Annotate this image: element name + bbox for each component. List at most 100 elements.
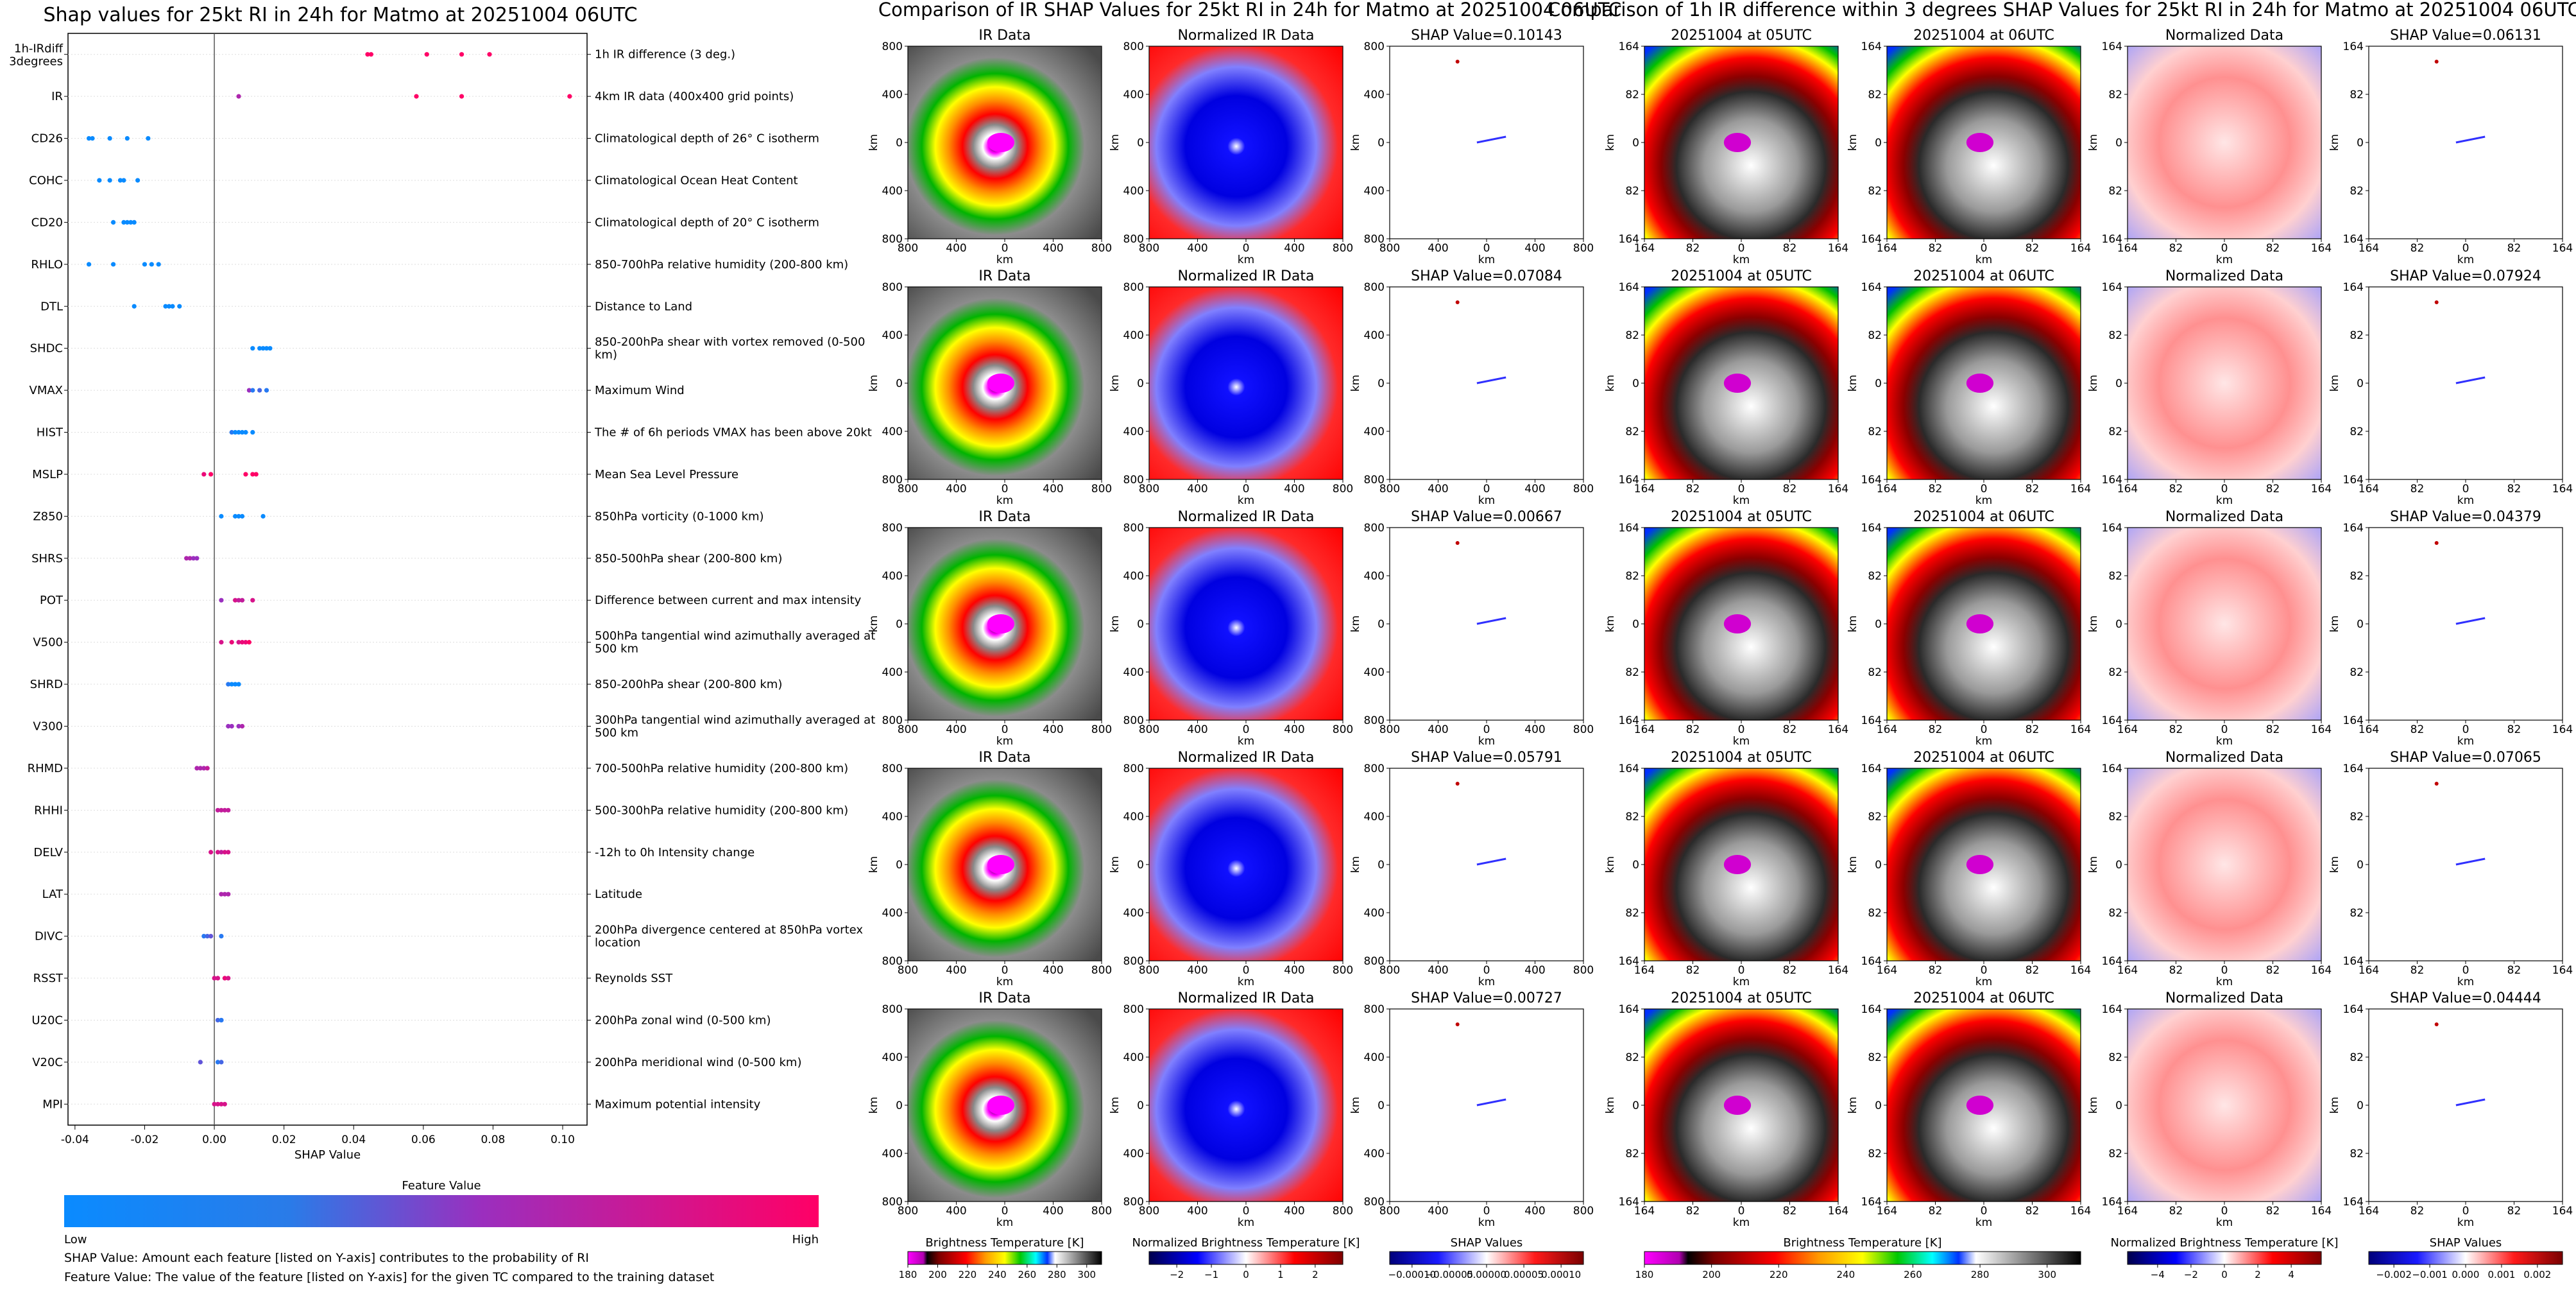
map-y-tick-label: 0 (896, 377, 903, 390)
map-y-tick-label: 0 (896, 1099, 903, 1112)
shap-point (260, 346, 266, 351)
map-panel-image (1149, 528, 1343, 720)
map-y-tick-label: 0 (1378, 618, 1385, 631)
map-y-tick-label: 82 (2108, 329, 2122, 342)
feature-tick-label: LAT (42, 888, 64, 901)
feature-description: Distance to Land (595, 300, 692, 313)
feature-description: Maximum Wind (595, 384, 685, 397)
shap-point (257, 388, 262, 393)
feature-description: 500-300hPa relative humidity (200-800 km… (595, 804, 848, 817)
map-x-tick-label: 164 (2117, 723, 2138, 736)
colorbar-tick-label: 1 (1277, 1269, 1284, 1280)
map-y-tick-label: 82 (1625, 426, 1639, 438)
map-y-tick-label: 82 (1868, 329, 1882, 342)
colorbar-tick-label: 0.002 (2523, 1269, 2551, 1280)
map-x-tick-label: 164 (1828, 242, 1848, 255)
map-panel-image (1390, 1009, 1583, 1202)
feature-tick-label: RSST (33, 972, 64, 985)
shap-point (156, 262, 161, 267)
map-x-tick-label: 82 (2026, 1205, 2040, 1218)
map-x-axis-label: km (1733, 976, 1750, 988)
map-y-tick-label: 82 (1868, 89, 1882, 101)
map-x-axis-label: km (996, 976, 1013, 988)
map-y-tick-label: 82 (1625, 811, 1639, 823)
map-x-tick-label: 164 (2552, 964, 2573, 977)
feature-tick-label: MSLP (32, 468, 63, 481)
colorbar-tick-label: 280 (1048, 1269, 1066, 1280)
map-x-tick-label: 0 (1738, 964, 1745, 977)
map-x-tick-label: 800 (1333, 242, 1353, 255)
map-x-axis-label: km (1975, 735, 1992, 748)
colorbar-tick-label: −2 (1170, 1269, 1184, 1280)
map-y-tick-label: 800 (1364, 281, 1385, 294)
map-y-tick-label: 800 (882, 762, 903, 775)
map-x-tick-label: 164 (1877, 964, 1897, 977)
shap-point (459, 52, 465, 57)
shap-hotspot (1455, 782, 1460, 786)
map-x-tick-label: 164 (2117, 964, 2138, 977)
map-y-tick-label: 164 (1861, 281, 1882, 294)
map-y-axis-label: km (867, 616, 880, 632)
map-x-tick-label: 800 (898, 723, 918, 736)
colorbar-tick-label: 0 (1243, 1269, 1249, 1280)
map-x-tick-label: 82 (1686, 1205, 1700, 1218)
map-x-axis-label: km (2216, 254, 2233, 266)
map-y-tick-label: 82 (2350, 426, 2364, 438)
map-x-tick-label: 400 (1187, 964, 1207, 977)
map-y-tick-label: 400 (1123, 811, 1144, 823)
map-x-tick-label: 800 (1139, 242, 1159, 255)
map-x-tick-label: 0 (1981, 1205, 1988, 1218)
map-y-tick-label: 800 (882, 955, 903, 968)
shap-point (264, 388, 269, 393)
map-y-axis-label: km (1847, 616, 1859, 632)
map-x-axis-label: km (2457, 254, 2474, 266)
map-x-tick-label: 800 (1139, 964, 1159, 977)
map-y-tick-label: 82 (2108, 570, 2122, 583)
map-y-tick-label: 164 (1619, 233, 1639, 246)
map-y-tick-label: 800 (1364, 955, 1385, 968)
shap-point (107, 135, 112, 141)
map-y-tick-label: 800 (882, 40, 903, 53)
map-x-tick-label: 0 (2462, 483, 2469, 495)
map-x-tick-label: 800 (1091, 964, 1112, 977)
map-x-tick-label: 400 (1524, 242, 1545, 255)
map-x-tick-label: 164 (1828, 964, 1848, 977)
map-y-tick-label: 164 (2343, 714, 2364, 727)
shap-point (243, 472, 248, 477)
map-x-tick-label: 400 (1284, 964, 1304, 977)
feature-description: -12h to 0h Intensity change (595, 846, 755, 859)
map-x-tick-label: 0 (2462, 723, 2469, 736)
map-x-tick-label: 400 (1428, 483, 1448, 495)
feature-tick-label: V300 (33, 719, 63, 733)
map-x-axis-label: km (996, 494, 1013, 507)
map-x-tick-label: 0 (1002, 242, 1009, 255)
map-panel-title: Normalized IR Data (1177, 990, 1314, 1006)
map-x-tick-label: 800 (898, 242, 918, 255)
map-x-tick-label: 164 (2311, 723, 2332, 736)
shap-point (205, 766, 210, 771)
map-x-tick-label: 82 (1686, 483, 1700, 495)
map-x-axis-label: km (1975, 254, 1992, 266)
map-y-tick-label: 400 (1364, 89, 1385, 101)
feature-tick-label: 1h-IRdiff 3degrees (9, 42, 64, 69)
map-x-tick-label: 400 (1284, 242, 1304, 255)
map-y-tick-label: 0 (1875, 377, 1882, 390)
map-y-tick-label: 0 (1632, 618, 1639, 631)
storm-eye (987, 1096, 1015, 1115)
map-y-axis-label: km (1604, 1097, 1617, 1114)
map-y-tick-label: 800 (882, 281, 903, 294)
storm-eye (1966, 614, 1994, 633)
map-panel-title: Normalized Data (2165, 990, 2283, 1006)
map-colorbar (2368, 1251, 2563, 1265)
shap-point (215, 1101, 221, 1107)
map-x-tick-label: 400 (1524, 964, 1545, 977)
map-y-tick-label: 164 (2102, 233, 2122, 246)
map-x-tick-label: 800 (898, 964, 918, 977)
shap-point (229, 640, 234, 645)
map-panel-image (2369, 768, 2563, 961)
map-x-tick-label: 400 (1428, 964, 1448, 977)
map-x-tick-label: 0 (2221, 1205, 2228, 1218)
map-y-tick-label: 82 (2350, 329, 2364, 342)
map-x-tick-label: 164 (2552, 242, 2573, 255)
shap-point (236, 94, 241, 99)
